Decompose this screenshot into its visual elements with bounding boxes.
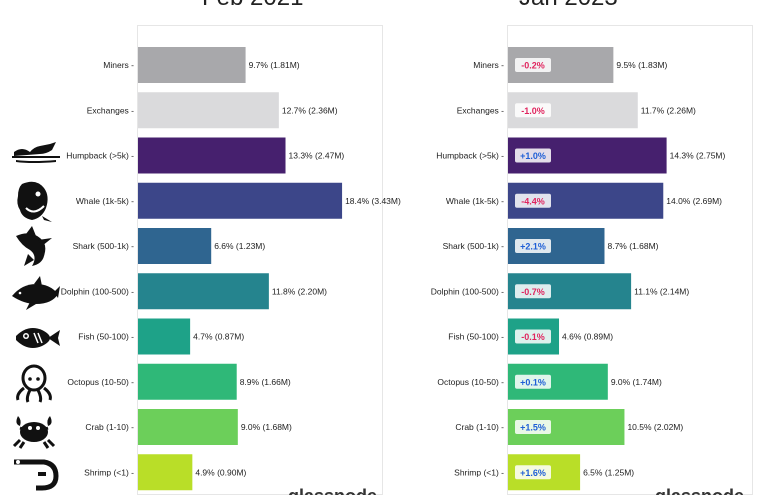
change-label: +2.1% (520, 242, 546, 252)
right-chart-title: Jan 2023 (519, 0, 618, 11)
right-value-label: 11.7% (2.26M) (641, 105, 696, 115)
left-bar-whale (138, 182, 343, 219)
left-category-label: Dolphin (100-500) - (61, 286, 134, 296)
right-category-label: Exchanges - (457, 105, 504, 115)
dolphin-icon (12, 276, 60, 310)
right-category-label: Shrimp (<1) - (454, 467, 504, 477)
change-badge (515, 148, 551, 163)
left-category-label: Crab (1-10) - (85, 422, 134, 432)
change-badge (515, 193, 551, 208)
left-value-label: 4.9% (0.90M) (195, 467, 246, 477)
change-badge (515, 239, 551, 253)
left-value-label: 18.4% (3.43M) (345, 196, 401, 206)
left-value-label: 11.8% (2.20M) (272, 286, 327, 296)
right-category-label: Dolphin (100-500) - (431, 286, 504, 296)
right-bars: Miners - 9.5% (1.83M) -0.2% Exchanges - 11.7… (431, 47, 726, 491)
change-badge (515, 420, 551, 434)
left-value-label: 9.7% (1.81M) (249, 60, 300, 70)
right-value-label: 14.0% (2.69M) (666, 196, 722, 206)
left-bar-dolphin (138, 273, 269, 310)
change-badge (515, 58, 551, 72)
fish-icon (16, 328, 60, 348)
right-category-label: Fish (50-100) - (448, 332, 504, 342)
right-value-label: 9.5% (1.83M) (616, 60, 667, 70)
change-badge (515, 103, 551, 118)
left-chart-title: Feb 2021 (202, 0, 303, 11)
whale-icon (17, 181, 52, 222)
right-category-label: Whale (1k-5k) - (446, 196, 504, 206)
right-value-label: 10.5% (2.02M) (627, 422, 683, 432)
left-bar-crab (138, 409, 238, 445)
change-label: -0.2% (521, 61, 545, 71)
right-value-label: 6.5% (1.25M) (583, 467, 634, 477)
left-bar-miners (138, 47, 246, 83)
left-category-label: Miners - (103, 60, 134, 70)
change-badge (515, 465, 551, 480)
left-bar-octopus (138, 363, 237, 400)
right-value-label: 11.1% (2.14M) (634, 286, 689, 296)
shark-icon (16, 226, 52, 266)
right-value-label: 8.7% (1.68M) (607, 241, 658, 251)
right-category-label: Miners - (473, 60, 504, 70)
right-value-label: 4.6% (0.89M) (562, 332, 613, 342)
octopus-icon (16, 364, 52, 403)
left-value-label: 4.7% (0.87M) (193, 332, 244, 342)
change-label: -4.4% (521, 196, 545, 206)
shrimp-icon (14, 459, 59, 491)
right-category-label: Shark (500-1k) - (443, 241, 505, 251)
change-label: +1.0% (520, 151, 546, 161)
left-bar-humpback (138, 137, 286, 174)
right-value-label: 14.3% (2.75M) (670, 151, 726, 161)
left-watermark: glassnode (288, 486, 377, 495)
humpback-whale-icon (12, 142, 60, 163)
left-value-label: 12.7% (2.36M) (282, 105, 338, 115)
right-watermark: glassnode (655, 486, 744, 495)
right-category-label: Humpback (>5k) - (436, 151, 504, 161)
left-category-label: Whale (1k-5k) - (76, 196, 134, 206)
left-value-label: 8.9% (1.66M) (240, 377, 291, 387)
left-value-label: 9.0% (1.68M) (241, 422, 292, 432)
change-label: -0.7% (521, 287, 545, 297)
left-category-label: Exchanges - (87, 105, 134, 115)
change-label: -0.1% (521, 332, 545, 342)
left-bar-shark (138, 228, 212, 264)
change-badge (515, 329, 551, 344)
crab-icon (12, 416, 56, 449)
right-category-label: Crab (1-10) - (455, 422, 504, 432)
left-category-label: Octopus (10-50) - (67, 377, 134, 387)
right-value-label: 9.0% (1.74M) (611, 377, 662, 387)
right-category-label: Octopus (10-50) - (437, 377, 504, 387)
left-bar-shrimp (138, 454, 193, 491)
left-value-label: 13.3% (2.47M) (289, 151, 345, 161)
left-category-label: Fish (50-100) - (78, 332, 134, 342)
left-bar-fish (138, 318, 191, 355)
change-label: +1.5% (520, 423, 546, 433)
change-label: +0.1% (520, 377, 546, 387)
change-badge (515, 284, 551, 299)
left-category-label: Shrimp (<1) - (84, 467, 134, 477)
change-badge (515, 374, 551, 389)
left-category-label: Shark (500-1k) - (73, 241, 135, 251)
left-bars: Miners - 9.7% (1.81M) Exchanges - 12.7% (2.… (61, 47, 401, 491)
change-label: +1.6% (520, 468, 546, 478)
change-label: -1.0% (521, 106, 545, 116)
left-value-label: 6.6% (1.23M) (214, 241, 265, 251)
left-bar-exchanges (138, 92, 279, 129)
left-category-label: Humpback (>5k) - (66, 151, 134, 161)
